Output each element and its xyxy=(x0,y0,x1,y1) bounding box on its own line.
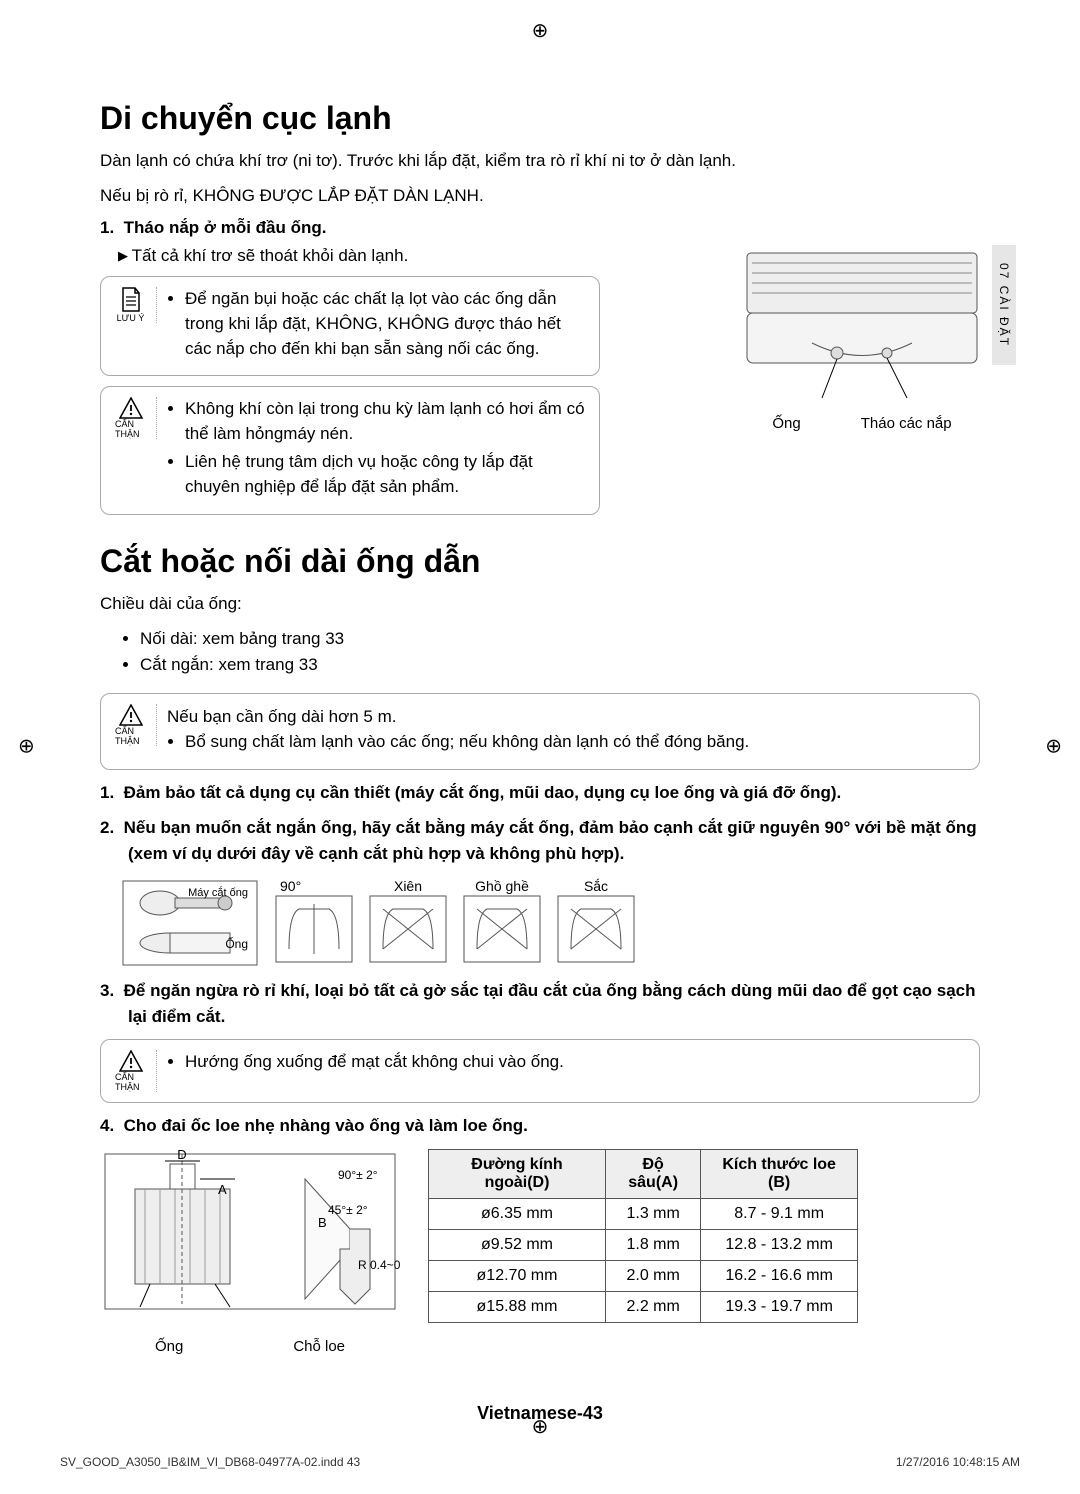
warning-callout-2: CẨN THẬN Nếu bạn cần ống dài hơn 5 m. Bổ… xyxy=(100,693,980,769)
svg-text:45°± 2°: 45°± 2° xyxy=(328,1203,368,1217)
warning-icon: CẨN THẬN xyxy=(115,1050,157,1092)
warning1-li1: Không khí còn lại trong chu kỳ làm lạnh … xyxy=(185,397,585,446)
svg-text:Ống: Ống xyxy=(225,936,248,951)
indoor-unit-figure: Ống Tháo các nắp xyxy=(742,248,982,432)
pipe-cut-examples: Máy cắt ống Ống 90° Xiên Ghồ ghề Sắc xyxy=(120,878,980,968)
table-row: ø12.70 mm2.0 mm16.2 - 16.6 mm xyxy=(429,1260,858,1291)
page-number: Vietnamese-43 xyxy=(100,1403,980,1424)
warning-callout-1: CẨN THẬN Không khí còn lại trong chu kỳ … xyxy=(100,386,600,515)
section2-title: Cắt hoặc nối dài ống dẫn xyxy=(100,543,980,580)
print-timestamp: 1/27/2016 10:48:15 AM xyxy=(896,1455,1020,1469)
warning2-line1: Nếu bạn cần ống dài hơn 5 m. xyxy=(167,704,749,730)
warning-icon: CẨN THẬN xyxy=(115,397,157,439)
svg-text:R 0.4~0.8: R 0.4~0.8 xyxy=(358,1258,400,1272)
svg-text:90°± 2°: 90°± 2° xyxy=(338,1168,378,1182)
pipe-length-list: Nối dài: xem bảng trang 33 Cắt ngắn: xem… xyxy=(128,626,980,677)
table-header-row: Đường kính ngoài(D) Độ sâu(A) Kích thước… xyxy=(429,1149,858,1198)
print-footer: SV_GOOD_A3050_IB&IM_VI_DB68-04977A-02.in… xyxy=(60,1455,1020,1469)
flare-figure: D A 90°± 2° 45°± 2° B R 0.4~0.8 Ống Chỗ … xyxy=(100,1149,400,1355)
table-row: ø6.35 mm1.3 mm8.7 - 9.1 mm xyxy=(429,1198,858,1229)
pipe-length-label: Chiều dài của ống: xyxy=(100,592,980,617)
steps-list-3: 3. Để ngăn ngừa rò rỉ khí, loại bỏ tất c… xyxy=(100,978,980,1029)
fig-label-pipe: Ống xyxy=(772,415,800,432)
warning2-line2: Bổ sung chất làm lạnh vào các ống; nếu k… xyxy=(185,730,749,755)
section1-intro2: Nếu bị rò rỉ, KHÔNG ĐƯỢC LẮP ĐẶT DÀN LẠN… xyxy=(100,184,980,209)
steps-list-4: 4. Cho đai ốc loe nhẹ nhàng vào ống và l… xyxy=(100,1113,980,1139)
page-content: Di chuyển cục lạnh Dàn lạnh có chứa khí … xyxy=(0,0,1080,1494)
warning-callout-3: CẨN THẬN Hướng ống xuống để mạt cắt khôn… xyxy=(100,1039,980,1103)
flare-label-pipe: Ống xyxy=(155,1338,183,1355)
warning-icon: CẨN THẬN xyxy=(115,704,157,746)
section1-intro1: Dàn lạnh có chứa khí trơ (ni tơ). Trước … xyxy=(100,149,980,174)
flare-label-flare: Chỗ loe xyxy=(293,1338,345,1355)
steps-list: 1. Đảm bảo tất cả dụng cụ cần thiết (máy… xyxy=(100,780,980,867)
svg-text:A: A xyxy=(218,1182,227,1197)
print-filename: SV_GOOD_A3050_IB&IM_VI_DB68-04977A-02.in… xyxy=(60,1455,360,1469)
table-row: ø9.52 mm1.8 mm12.8 - 13.2 mm xyxy=(429,1229,858,1260)
note-callout: LƯU Ý Để ngăn bụi hoặc các chất lạ lọt v… xyxy=(100,276,600,376)
note-icon: LƯU Ý xyxy=(115,287,157,323)
section1-title: Di chuyển cục lạnh xyxy=(100,100,980,137)
section1-step1: 1. Tháo nắp ở mỗi đầu ống. xyxy=(100,218,980,238)
warning3-text: Hướng ống xuống để mạt cắt không chui và… xyxy=(185,1050,564,1075)
note-text: Để ngăn bụi hoặc các chất lạ lọt vào các… xyxy=(185,287,585,361)
flare-section: D A 90°± 2° 45°± 2° B R 0.4~0.8 Ống Chỗ … xyxy=(100,1149,980,1355)
fig-label-caps: Tháo các nắp xyxy=(861,415,952,432)
svg-text:D: D xyxy=(177,1149,186,1162)
svg-text:B: B xyxy=(318,1215,327,1230)
flare-dimensions-table: Đường kính ngoài(D) Độ sâu(A) Kích thước… xyxy=(428,1149,858,1323)
table-row: ø15.88 mm2.2 mm19.3 - 19.7 mm xyxy=(429,1291,858,1322)
svg-text:Máy cắt ống: Máy cắt ống xyxy=(188,886,248,899)
warning1-li2: Liên hệ trung tâm dịch vụ hoặc công ty l… xyxy=(185,450,585,499)
